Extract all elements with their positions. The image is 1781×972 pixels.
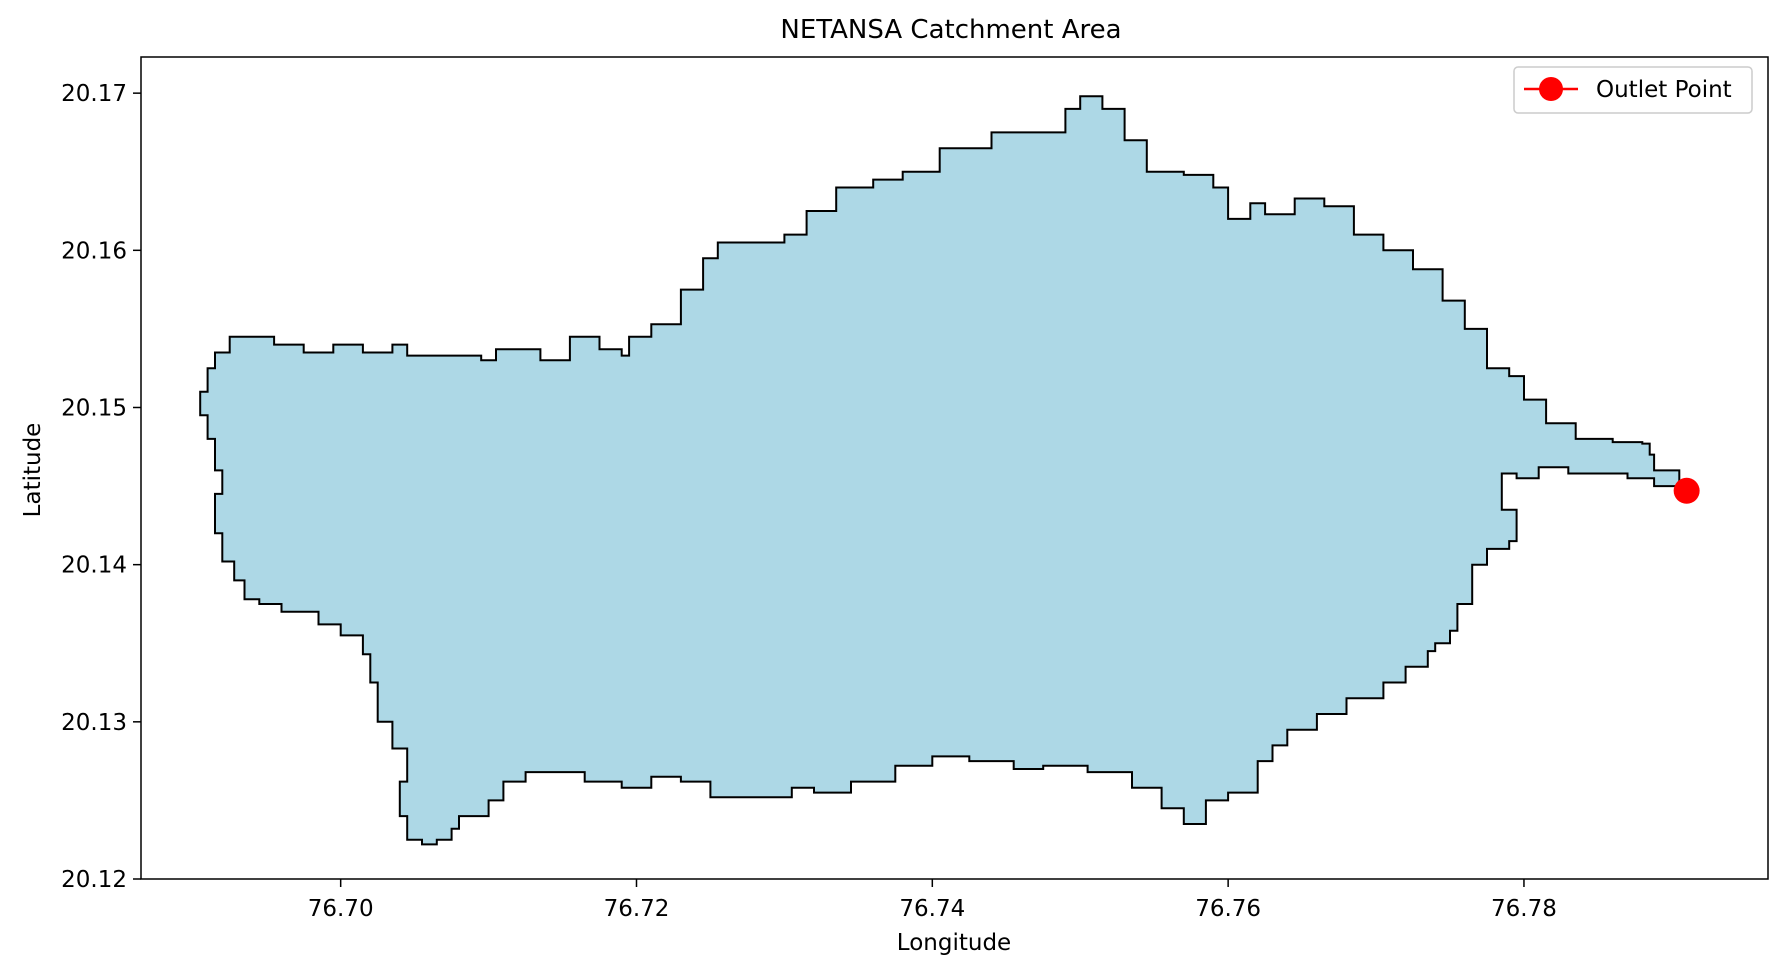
y-axis-label: Latitude <box>20 423 46 518</box>
x-tick-label: 76.76 <box>1195 896 1261 922</box>
y-tick-label: 20.13 <box>61 710 127 736</box>
legend: Outlet Point <box>1513 66 1753 114</box>
catchment-polygon <box>199 95 1681 846</box>
x-tick-label: 76.72 <box>604 896 670 922</box>
y-tick-label: 20.12 <box>61 867 127 893</box>
chart-title: NETANSA Catchment Area <box>780 15 1121 45</box>
y-tick-label: 20.17 <box>61 81 127 107</box>
y-tick-label: 20.15 <box>61 395 127 421</box>
y-tick-label: 20.16 <box>61 238 127 264</box>
legend-label-outlet-point: Outlet Point <box>1596 77 1732 103</box>
x-tick-label: 76.70 <box>308 896 374 922</box>
outlet-point-marker <box>1673 477 1700 504</box>
x-tick-label: 76.78 <box>1491 896 1557 922</box>
x-axis-label: Longitude <box>897 930 1011 956</box>
legend-marker <box>1539 77 1563 101</box>
plot-frame <box>140 56 1769 880</box>
legend-box <box>1513 66 1753 114</box>
x-tick-label: 76.74 <box>899 896 965 922</box>
y-tick-label: 20.14 <box>61 553 127 579</box>
